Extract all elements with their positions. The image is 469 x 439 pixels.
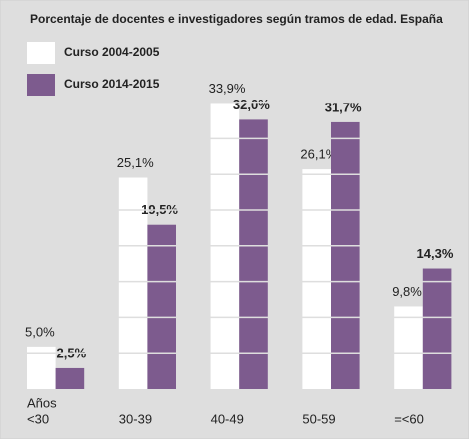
bar: [331, 121, 360, 390]
value-label: 31,7%: [325, 99, 362, 114]
value-label: 14,3%: [417, 246, 454, 261]
x-tick-label: 30-39: [119, 411, 152, 426]
x-tick-label: <30: [27, 411, 49, 426]
x-tick-label: =<60: [394, 411, 424, 426]
value-label: 25,1%: [117, 155, 154, 170]
legend-swatch: [27, 74, 55, 96]
value-label: 33,9%: [209, 81, 246, 96]
x-axis-label: Años: [27, 395, 57, 410]
value-label: 5,0%: [25, 324, 55, 339]
x-tick-label: 40-49: [211, 411, 244, 426]
x-tick-label: 50-59: [302, 411, 335, 426]
legend-swatch: [27, 42, 55, 64]
legend-label: Curso 2004-2005: [64, 45, 160, 59]
bar: [302, 169, 331, 389]
bar: [239, 119, 268, 390]
bar: [55, 367, 85, 389]
bar: [422, 268, 452, 389]
legend-label: Curso 2014-2015: [64, 77, 160, 91]
bar: [394, 306, 423, 389]
value-label: 9,8%: [392, 284, 422, 299]
value-label: 26,1%: [300, 147, 337, 162]
value-label: 32,0%: [233, 97, 270, 112]
bar: [147, 224, 176, 389]
chart-title: Porcentaje de docentes e investigadores …: [30, 12, 443, 26]
